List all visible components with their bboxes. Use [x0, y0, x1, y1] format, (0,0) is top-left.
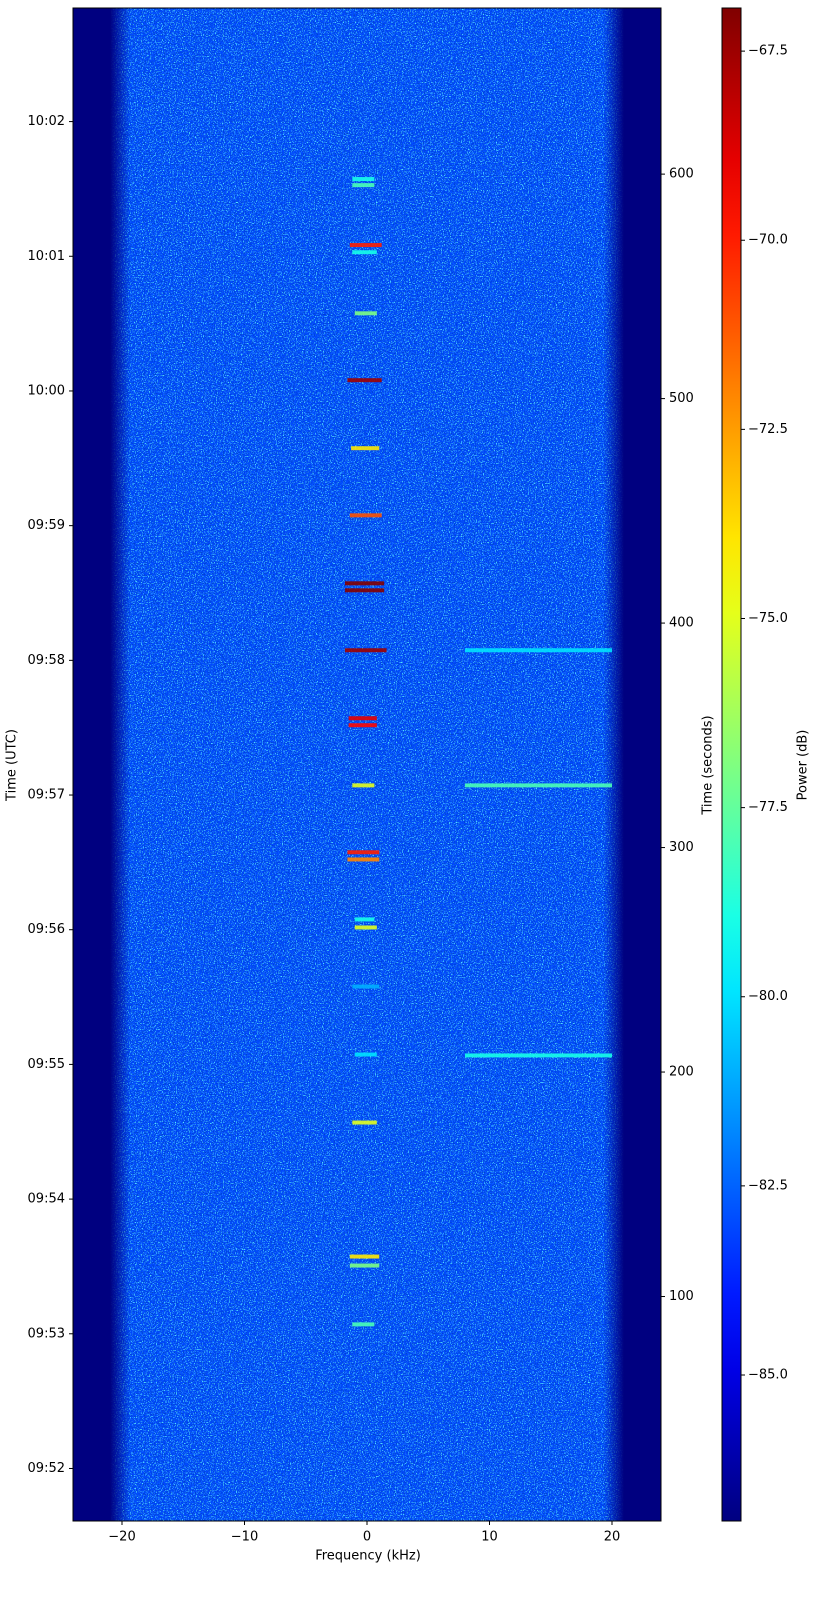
signal-burst — [348, 716, 377, 721]
y-tick-label: 09:55 — [28, 1057, 65, 1072]
x-tick-label: −20 — [108, 1530, 135, 1545]
y2-tick-label: 600 — [669, 167, 694, 182]
signal-burst — [465, 783, 612, 788]
y2-tick-label: 100 — [669, 1289, 694, 1304]
y-tick-label: 09:58 — [28, 653, 65, 668]
y2-tick-label: 200 — [669, 1065, 694, 1080]
signal-burst — [354, 1052, 377, 1057]
signal-burst — [354, 917, 375, 922]
signal-burst — [352, 1322, 375, 1327]
colorbar-label: Power (dB) — [796, 730, 811, 801]
colorbar-tick-label: −85.0 — [748, 1367, 788, 1382]
signal-burst — [348, 723, 377, 728]
y-tick-label: 09:59 — [28, 518, 65, 533]
colorbar-tick-label: −75.0 — [748, 611, 788, 626]
colorbar — [721, 7, 742, 1522]
y-tick-label: 09:56 — [28, 922, 65, 937]
plot-area — [73, 8, 661, 1521]
signal-burst — [354, 925, 377, 930]
signal-burst — [351, 446, 380, 451]
signal-burst — [349, 1254, 380, 1259]
y-tick-label: 09:54 — [28, 1192, 65, 1207]
y2-axis-label: Time (seconds) — [701, 715, 716, 815]
colorbar-tick-label: −72.5 — [748, 422, 788, 437]
signal-burst — [465, 648, 612, 653]
x-tick-label: −10 — [231, 1530, 258, 1545]
y-tick-label: 09:52 — [28, 1461, 65, 1476]
x-tick-label: 0 — [363, 1530, 371, 1545]
signal-burst — [349, 1263, 380, 1268]
colorbar-tick-label: −80.0 — [748, 989, 788, 1004]
x-axis-label: Frequency (kHz) — [315, 1549, 421, 1564]
colorbar-tick-label: −82.5 — [748, 1178, 788, 1193]
x-tick-label: 10 — [481, 1530, 498, 1545]
y2-tick-label: 500 — [669, 391, 694, 406]
colorbar-tick-label: −70.0 — [748, 233, 788, 248]
y-tick-label: 10:01 — [28, 249, 65, 264]
y-tick-label: 10:00 — [28, 383, 65, 398]
signal-burst — [352, 984, 380, 989]
signal-burst — [354, 311, 377, 316]
x-tick-label: 20 — [604, 1530, 621, 1545]
signal-burst — [352, 250, 377, 255]
y2-tick-label: 300 — [669, 840, 694, 855]
signal-burst — [347, 378, 382, 383]
y-tick-label: 09:53 — [28, 1326, 65, 1341]
colorbar-tick-label: −67.5 — [748, 44, 788, 59]
signal-burst — [344, 581, 385, 586]
y-axis-label: Time (UTC) — [5, 729, 20, 802]
signal-burst — [349, 243, 382, 248]
signal-burst — [465, 1053, 612, 1058]
y-tick-label: 10:02 — [28, 114, 65, 129]
noise-band — [110, 8, 624, 1521]
signal-burst — [344, 648, 387, 653]
colorbar-tick-label: −77.5 — [748, 800, 788, 815]
signal-burst — [352, 183, 375, 188]
signal-burst — [352, 1120, 377, 1125]
signal-burst — [347, 850, 380, 855]
signal-burst — [344, 588, 385, 593]
signal-burst — [352, 177, 375, 182]
signal-burst — [349, 513, 382, 518]
signal-burst — [352, 783, 375, 788]
y2-tick-label: 400 — [669, 616, 694, 631]
y-tick-label: 09:57 — [28, 788, 65, 803]
signal-burst — [347, 857, 380, 862]
noise-speckle-dark — [110, 8, 624, 1521]
